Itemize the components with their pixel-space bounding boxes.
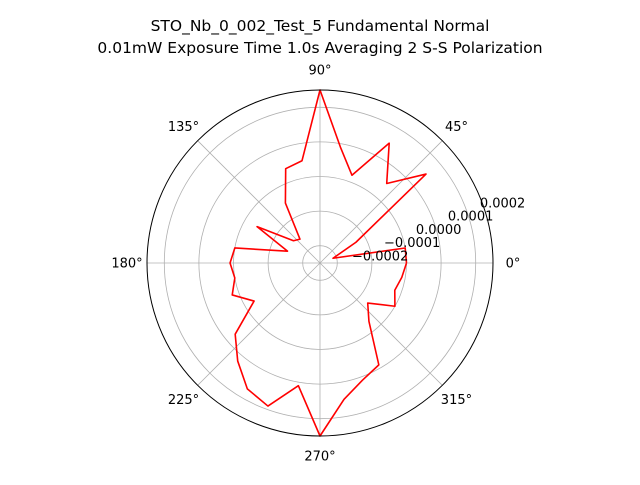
angle-tick-label-270: 270° (304, 450, 335, 465)
polar-grid (147, 90, 493, 436)
angular-gridline-1 (319, 140, 443, 264)
angle-tick-label-180: 180° (111, 257, 142, 272)
angle-tick-label-0: 0° (506, 257, 521, 272)
angle-tick-label-315: 315° (441, 393, 472, 408)
angle-tick-label-45: 45° (445, 120, 468, 135)
radial-tick-label-3: 0.0001 (448, 210, 494, 225)
polar-frame (146, 89, 494, 437)
angular-gridline-7 (319, 262, 443, 386)
angle-tick-label-90: 90° (308, 64, 331, 79)
radial-tick-label-0: −0.0002 (352, 249, 408, 264)
series-line-0 (229, 89, 427, 437)
series-layer (229, 89, 427, 437)
chart-title-line-2: 0.01mW Exposure Time 1.0s Averaging 2 S-… (97, 39, 542, 57)
angular-gridline-3 (197, 140, 321, 264)
angle-tick-label-135: 135° (168, 120, 199, 135)
chart-title-line-1: STO_Nb_0_002_Test_5 Fundamental Normal (151, 17, 490, 36)
radial-tick-label-1: −0.0001 (384, 236, 440, 251)
angular-gridline-5 (197, 262, 321, 386)
radial-tick-label-4: 0.0002 (480, 196, 525, 211)
angle-tick-label-225: 225° (168, 393, 199, 408)
radial-tick-label-2: 0.0000 (416, 223, 462, 238)
polar-outer-frame (146, 89, 494, 437)
tick-labels: 0° 45° 90° 135° 180° 225° 270° 315° −0.0002−0.00… (111, 64, 525, 465)
